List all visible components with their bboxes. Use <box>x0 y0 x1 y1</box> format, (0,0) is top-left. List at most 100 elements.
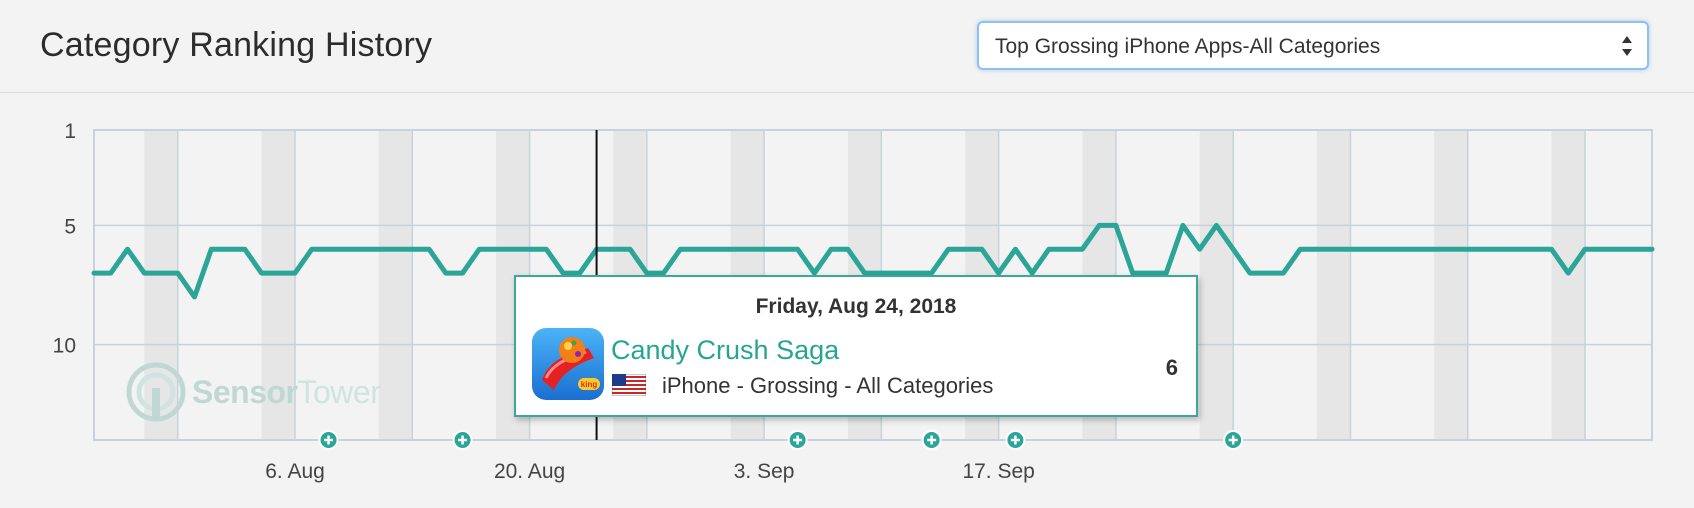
weekend-band <box>1199 130 1234 440</box>
series-point <box>142 271 147 276</box>
series-point <box>1381 247 1386 252</box>
series-point <box>293 271 298 276</box>
category-select-value: Top Grossing iPhone Apps-All Categories <box>995 35 1381 58</box>
plus-circle-icon[interactable] <box>787 430 808 450</box>
plus-circle-icon[interactable] <box>318 430 339 450</box>
series-point <box>912 271 917 276</box>
series-point <box>611 247 616 252</box>
x-tick-label: 17. Sep <box>962 460 1034 483</box>
series-point <box>1616 247 1621 252</box>
series-point <box>1281 271 1286 276</box>
series-point <box>812 271 817 276</box>
series-point <box>644 271 649 276</box>
series-point <box>845 247 850 252</box>
series-point <box>1231 247 1236 252</box>
weekend-band <box>1551 130 1585 440</box>
series-point <box>1448 247 1453 252</box>
series-point <box>343 247 348 252</box>
series-point <box>443 271 448 276</box>
series-point <box>577 271 582 276</box>
series-point <box>376 247 381 252</box>
tooltip-app-name[interactable]: Candy Crush Saga <box>611 335 840 365</box>
series-point <box>125 247 130 252</box>
series-point <box>1432 247 1437 252</box>
plus-circle-icon[interactable] <box>452 430 473 450</box>
series-point <box>879 271 884 276</box>
series-point <box>711 247 716 252</box>
chevron-up-down-icon <box>1622 36 1632 56</box>
series-point <box>242 247 247 252</box>
series-point <box>862 271 867 276</box>
series-point <box>678 247 683 252</box>
series-point <box>494 247 499 252</box>
series-point <box>1415 247 1420 252</box>
tooltip-rank: 6 <box>1165 355 1178 380</box>
watermark-text: SensorTower <box>192 374 381 411</box>
series-point <box>1013 247 1018 252</box>
series-point <box>309 247 314 252</box>
series-point <box>1030 271 1035 276</box>
svg-text:king: king <box>581 380 598 389</box>
sensor-tower-watermark: SensorTower <box>126 362 381 422</box>
series-point <box>762 247 767 252</box>
series-point <box>628 247 633 252</box>
plus-circle-icon[interactable] <box>1005 430 1026 450</box>
series-point <box>1063 247 1068 252</box>
y-tick-label: 1 <box>64 120 76 143</box>
plus-circle-icon[interactable] <box>921 430 942 450</box>
series-point <box>1599 247 1604 252</box>
series-point <box>209 247 214 252</box>
plot-border <box>93 129 1653 441</box>
series-point <box>745 247 750 252</box>
tooltip-subtitle: iPhone - Grossing - All Categories <box>662 373 994 398</box>
candy-crush-app-icon: king <box>532 328 604 400</box>
header: Category Ranking History Top Grossing iP… <box>0 0 1694 93</box>
series-point <box>1582 247 1587 252</box>
series-point <box>427 247 432 252</box>
series-point <box>1532 247 1537 252</box>
x-tick-label: 3. Sep <box>734 460 795 483</box>
series-point <box>360 247 365 252</box>
series-point <box>1465 247 1470 252</box>
category-select[interactable]: Top Grossing iPhone Apps-All Categories <box>977 21 1649 70</box>
series-point <box>1566 271 1571 276</box>
series-point <box>276 271 281 276</box>
series-point <box>326 247 331 252</box>
series-point <box>192 294 197 299</box>
series-point <box>1197 247 1202 252</box>
series-point <box>1264 271 1269 276</box>
series-point <box>108 271 113 276</box>
series-line-candy-crush <box>91 222 1655 300</box>
series-point <box>460 271 465 276</box>
x-axis-ticks: 6. Aug 20. Aug 3. Sep 17. Sep <box>265 460 1035 483</box>
series-point <box>778 247 783 252</box>
series-point <box>1314 247 1319 252</box>
series-point <box>1515 247 1520 252</box>
series-point <box>1499 247 1504 252</box>
series-point <box>661 271 666 276</box>
series-point <box>226 247 231 252</box>
series-point <box>1147 271 1152 276</box>
series-point <box>795 247 800 252</box>
x-tick-label: 6. Aug <box>265 460 325 483</box>
series-point <box>963 247 968 252</box>
x-tick-label: 20. Aug <box>494 460 565 483</box>
series-point <box>1298 247 1303 252</box>
series-point <box>1398 247 1403 252</box>
series-point <box>1097 223 1102 228</box>
series-point <box>1180 223 1185 228</box>
series-point <box>561 271 566 276</box>
plus-circle-icon[interactable] <box>1223 430 1244 450</box>
series-point <box>544 247 549 252</box>
series-point <box>1247 271 1252 276</box>
series-point <box>92 271 96 276</box>
series-point <box>477 247 482 252</box>
series-point <box>410 247 415 252</box>
event-markers <box>318 430 1244 450</box>
us-flag-icon <box>612 374 646 396</box>
series-point <box>996 271 1001 276</box>
series-point <box>1164 271 1169 276</box>
series-point <box>527 247 532 252</box>
weekend-band <box>378 130 413 440</box>
